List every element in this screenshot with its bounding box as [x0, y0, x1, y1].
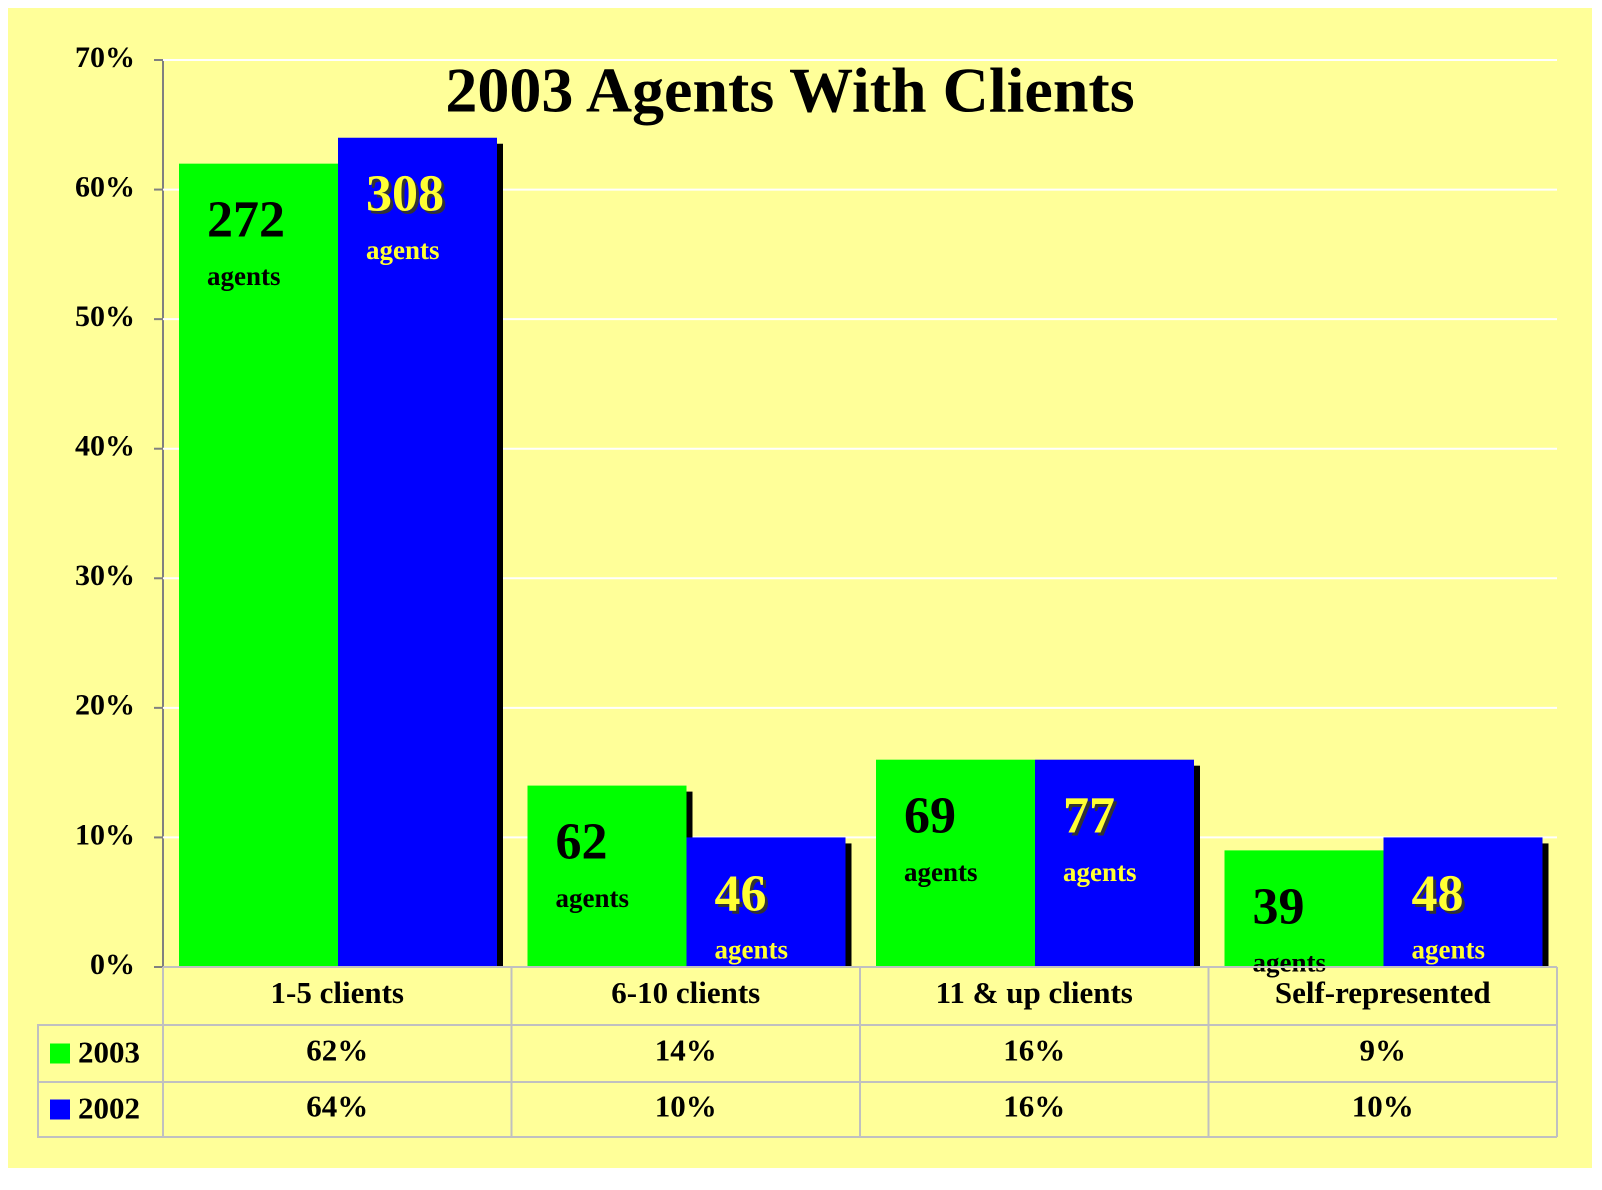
y-tick-label: 0% — [90, 948, 135, 981]
count-label: 272 — [207, 192, 285, 249]
bar — [1224, 850, 1384, 967]
legend-label: 2003 — [78, 1035, 140, 1070]
count-unit: agents — [556, 883, 630, 913]
count-unit: agents — [366, 235, 440, 265]
count-shadow: 308 — [369, 169, 447, 226]
count-label: 46 — [715, 865, 767, 922]
table-value: 9% — [1360, 1033, 1407, 1068]
y-tick-label: 30% — [75, 559, 135, 592]
count-label: 308 — [366, 166, 444, 223]
y-tick-label: 50% — [75, 300, 135, 333]
legend-label: 2002 — [78, 1091, 140, 1126]
x-tick-label: 6-10 clients — [611, 975, 760, 1010]
table-value: 16% — [1003, 1089, 1065, 1124]
count-label: 77 — [1063, 788, 1115, 845]
table-value: 64% — [306, 1089, 368, 1124]
y-tick-label: 70% — [75, 41, 135, 74]
x-tick-label: 1-5 clients — [271, 975, 404, 1010]
y-tick-label: 20% — [75, 689, 135, 722]
table-value: 14% — [655, 1033, 717, 1068]
bar — [1035, 759, 1194, 967]
count-unit: agents — [904, 857, 978, 887]
count-shadow: 46 — [718, 868, 770, 925]
y-tick-label: 60% — [75, 170, 135, 203]
count-label: 39 — [1253, 878, 1305, 935]
legend-swatch — [50, 1099, 70, 1120]
y-tick-label: 10% — [75, 818, 135, 851]
count-label: 48 — [1412, 865, 1464, 922]
table-value: 10% — [655, 1089, 717, 1124]
table-value: 16% — [1003, 1033, 1065, 1068]
y-tick-label: 40% — [75, 430, 135, 463]
count-unit: agents — [1253, 948, 1327, 978]
chart-title: 2003 Agents With Clients — [445, 55, 1134, 126]
bar — [686, 837, 846, 967]
table-value: 10% — [1352, 1089, 1414, 1124]
bar — [527, 785, 687, 967]
bar — [179, 163, 338, 967]
x-tick-label: 11 & up clients — [936, 975, 1133, 1010]
count-unit: agents — [1412, 935, 1486, 965]
count-shadow: 77 — [1066, 791, 1118, 848]
count-unit: agents — [1063, 857, 1137, 887]
count-label: 62 — [556, 814, 608, 871]
legend-swatch — [50, 1043, 70, 1064]
x-tick-label: Self-represented — [1275, 975, 1491, 1010]
count-shadow: 48 — [1415, 868, 1467, 925]
bar — [876, 759, 1035, 967]
bar — [338, 137, 497, 967]
count-unit: agents — [715, 935, 789, 965]
bar — [1383, 837, 1543, 967]
count-label: 69 — [904, 788, 956, 845]
count-unit: agents — [207, 261, 281, 291]
table-value: 62% — [306, 1033, 368, 1068]
